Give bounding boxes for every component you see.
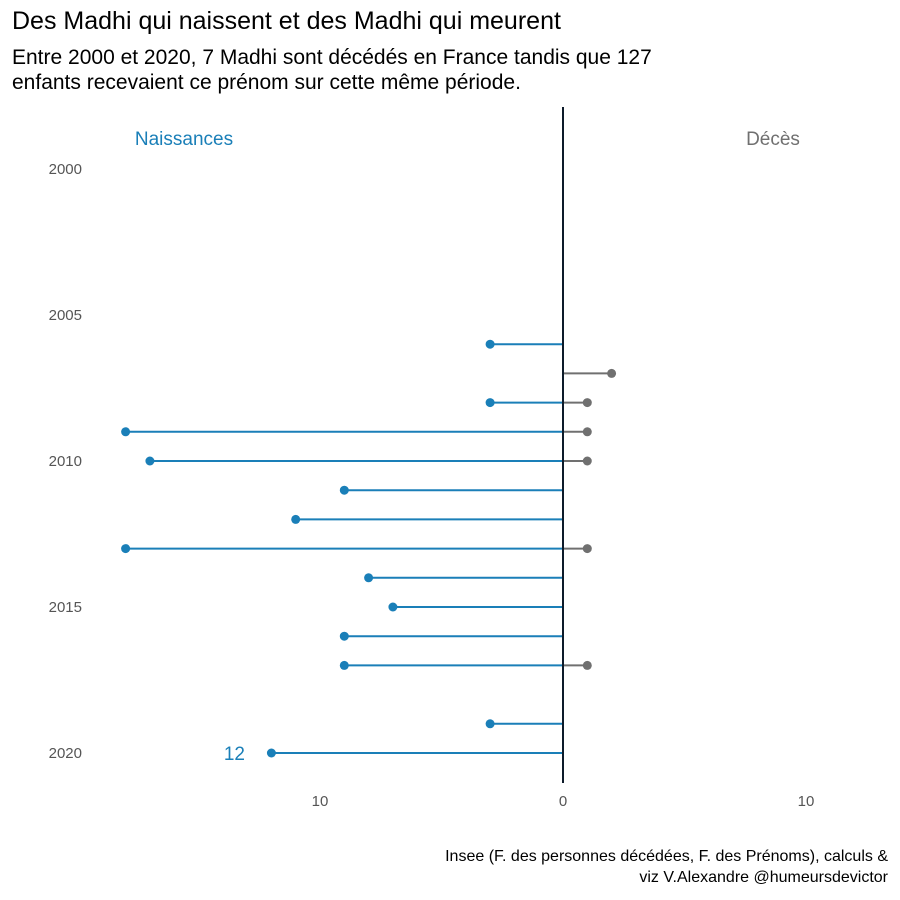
subtitle-line-1: Entre 2000 et 2020, 7 Madhi sont décédés… — [12, 46, 652, 69]
caption-line-2: viz V.Alexandre @humeursdevictor — [639, 869, 888, 886]
births-point — [339, 660, 349, 670]
births-side-label: Naissances — [135, 129, 233, 150]
x-tick-label: 10 — [312, 793, 329, 810]
y-tick-label: 2000 — [49, 161, 82, 178]
births-point — [291, 514, 301, 524]
chart-subtitle: Entre 2000 et 2020, 7 Madhi sont décédés… — [12, 45, 872, 95]
births-point — [339, 631, 349, 641]
x-axis-ticks: 10 0 10 — [312, 793, 815, 810]
deaths-point — [607, 368, 617, 378]
births-point — [266, 748, 276, 758]
subtitle-line-2: enfants recevaient ce prénom sur cette m… — [12, 71, 521, 94]
x-tick-label: 0 — [559, 793, 567, 810]
deaths-point — [582, 544, 592, 554]
y-tick-label: 2005 — [49, 307, 82, 324]
deaths-point — [582, 398, 592, 408]
deaths-point — [582, 456, 592, 466]
births-point — [121, 544, 131, 554]
x-tick-label: 10 — [798, 793, 815, 810]
births-point — [485, 719, 495, 729]
births-point — [364, 573, 374, 583]
y-tick-label: 2015 — [49, 599, 82, 616]
deaths-point — [582, 427, 592, 437]
births-point — [339, 485, 349, 495]
y-axis-ticks: 2000 2005 2010 2015 2020 — [49, 161, 82, 762]
lollipop-layer — [121, 339, 617, 758]
deaths-side-label: Décès — [746, 129, 800, 150]
deaths-point — [582, 660, 592, 670]
births-point — [485, 398, 495, 408]
births-point — [145, 456, 155, 466]
births-point — [121, 427, 131, 437]
births-point — [388, 602, 398, 612]
annotation-label: 12 — [224, 744, 245, 765]
y-tick-label: 2020 — [49, 745, 82, 762]
y-tick-label: 2010 — [49, 453, 82, 470]
chart-caption: Insee (F. des personnes décédées, F. des… — [445, 846, 888, 888]
caption-line-1: Insee (F. des personnes décédées, F. des… — [445, 848, 888, 865]
chart-title: Des Madhi qui naissent et des Madhi qui … — [12, 7, 561, 35]
births-point — [485, 339, 495, 349]
